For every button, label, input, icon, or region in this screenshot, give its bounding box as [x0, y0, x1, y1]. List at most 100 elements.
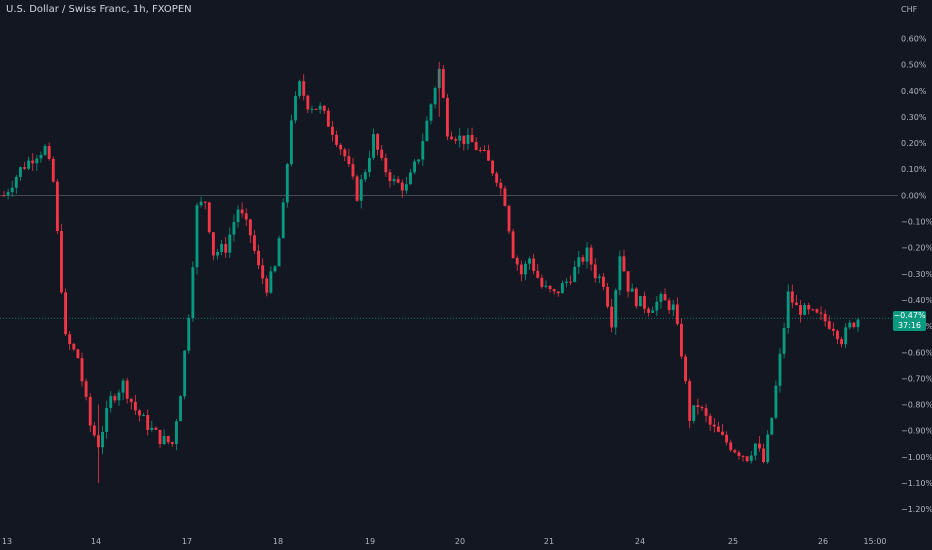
candle-body [289, 120, 293, 165]
candle [18, 166, 22, 181]
candle-body [548, 285, 552, 290]
candle-body [404, 184, 408, 191]
candle [302, 74, 306, 101]
candle-body [712, 424, 716, 427]
candle-body [51, 158, 55, 182]
candle-body [597, 276, 601, 279]
candle [43, 143, 47, 157]
candle-body [643, 296, 646, 309]
candle-body [852, 322, 856, 328]
candle-body [552, 289, 556, 292]
candle [458, 128, 462, 148]
candle [441, 65, 445, 99]
candle-body [339, 144, 343, 150]
candle [175, 418, 178, 451]
candle [273, 264, 277, 273]
candle-body [638, 296, 642, 307]
candle-body [733, 450, 737, 453]
candle [774, 380, 778, 420]
candle [404, 176, 408, 194]
candle [380, 145, 384, 161]
candle [109, 391, 113, 413]
candle [372, 128, 375, 161]
candle [823, 309, 827, 327]
candle-body [577, 257, 581, 267]
candle-body [331, 126, 334, 135]
candle [491, 159, 495, 176]
candle [819, 306, 823, 321]
candle-body [47, 146, 51, 159]
candle-body [602, 276, 605, 287]
candle [519, 260, 523, 282]
candle [240, 202, 244, 218]
candle [680, 318, 683, 359]
candle [257, 244, 260, 270]
candle-body [35, 158, 39, 164]
candle-body [786, 291, 790, 329]
candle [39, 151, 43, 163]
y-tick-label: −0.80% [901, 401, 932, 410]
candle-body [417, 159, 421, 162]
candle-body [68, 334, 72, 344]
candle-body [540, 277, 544, 287]
candle [224, 237, 228, 258]
candle [314, 108, 318, 111]
candle-body [14, 176, 18, 188]
candle [450, 131, 453, 140]
candle [384, 153, 388, 177]
candle-body [692, 405, 696, 421]
candle [318, 102, 322, 114]
candle-body [372, 134, 375, 158]
candle-body [105, 408, 109, 432]
last-price-tag: −0.47% 37:16 [893, 311, 926, 331]
candle [105, 400, 109, 439]
candle [285, 162, 289, 208]
candle [597, 273, 601, 284]
candle [376, 133, 380, 156]
candle [790, 284, 794, 309]
candle-body [618, 256, 622, 291]
candle-body [753, 443, 757, 456]
candle-body [380, 149, 384, 158]
candle-body [737, 452, 741, 456]
candle-body [285, 164, 289, 203]
candle [725, 431, 729, 446]
candle [207, 201, 211, 234]
candle-body [536, 270, 540, 278]
candle-body [655, 301, 659, 311]
candle-body [84, 381, 88, 397]
candle [831, 322, 835, 337]
candle [113, 393, 117, 404]
candle [351, 157, 355, 180]
candle-body [244, 213, 248, 220]
candle-body [544, 285, 548, 287]
candle [552, 288, 556, 295]
candle [191, 261, 195, 322]
candle [815, 308, 819, 314]
candle-body [507, 205, 511, 232]
candle-body [170, 442, 174, 444]
candle [133, 394, 137, 415]
candle [179, 394, 182, 422]
candle-body [240, 209, 244, 214]
candle [146, 409, 150, 436]
candle-body [294, 95, 297, 121]
candle-body [487, 150, 490, 161]
candle [844, 323, 848, 349]
candle-body [466, 134, 470, 144]
candle-body [811, 309, 815, 311]
candle [840, 336, 844, 348]
candle-body [248, 219, 252, 236]
candle [23, 161, 26, 170]
candle [548, 285, 552, 293]
candle-body [142, 415, 146, 417]
candle-body [581, 257, 585, 262]
candle [737, 450, 741, 460]
candle [848, 319, 852, 330]
candle-body [528, 258, 531, 264]
candle-body [318, 105, 322, 110]
candle [532, 253, 536, 275]
candle [421, 133, 425, 166]
candle [655, 296, 659, 316]
